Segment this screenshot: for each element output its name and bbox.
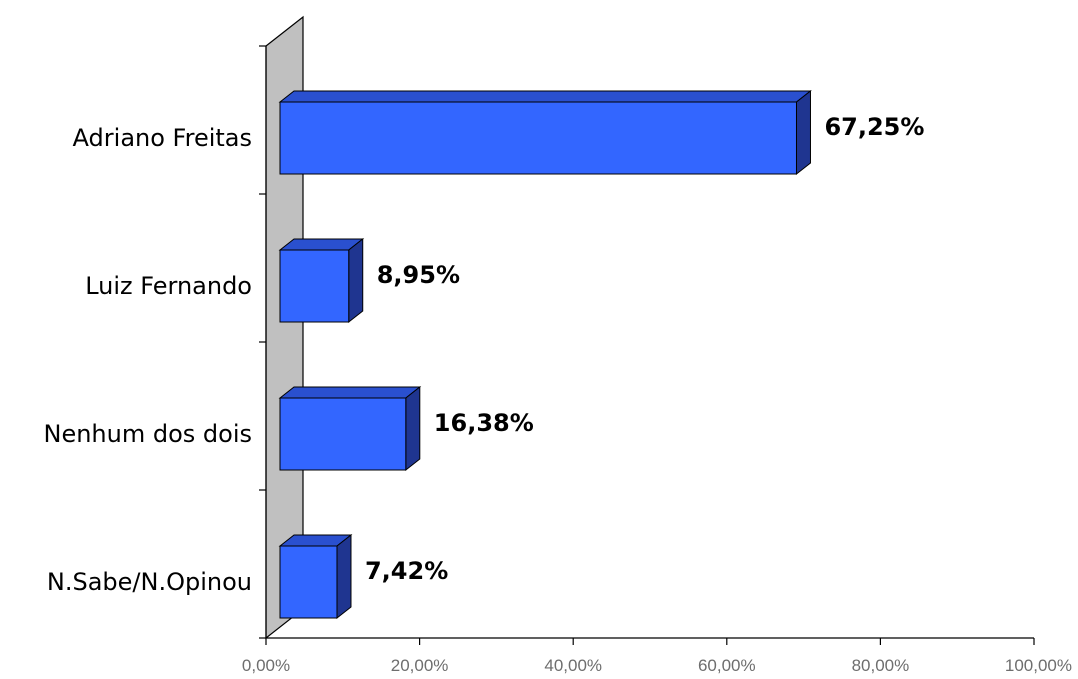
bar-side-face bbox=[336, 533, 352, 620]
x-tick-label: 0,00% bbox=[242, 656, 290, 675]
bar bbox=[279, 249, 350, 323]
category-label: Luiz Fernando bbox=[85, 272, 252, 300]
x-tick-label: 20,00% bbox=[391, 656, 449, 675]
data-label: 67,25% bbox=[824, 113, 924, 141]
category-label: Nenhum dos dois bbox=[44, 420, 253, 448]
x-tick-label: 80,00% bbox=[852, 656, 910, 675]
x-tick-label: 40,00% bbox=[544, 656, 602, 675]
bar bbox=[279, 397, 407, 471]
data-label: 8,95% bbox=[377, 261, 460, 289]
x-tick-label: 60,00% bbox=[698, 656, 756, 675]
bar-side-face bbox=[348, 237, 364, 324]
bar bbox=[279, 101, 797, 175]
bar-side-face bbox=[795, 89, 811, 176]
bar-side-face bbox=[405, 385, 421, 472]
bar-top-face bbox=[278, 386, 422, 399]
data-label: 7,42% bbox=[365, 557, 448, 585]
x-tick-label: 100,00% bbox=[1005, 656, 1072, 675]
category-label: N.Sabe/N.Opinou bbox=[47, 568, 252, 596]
category-label: Adriano Freitas bbox=[73, 124, 252, 152]
chart-marks: Adriano Freitas 67,25% Luiz Fernando 8,95% N… bbox=[44, 45, 1072, 675]
bar bbox=[279, 545, 338, 619]
bar-top-face bbox=[278, 90, 812, 103]
data-label: 16,38% bbox=[434, 409, 534, 437]
